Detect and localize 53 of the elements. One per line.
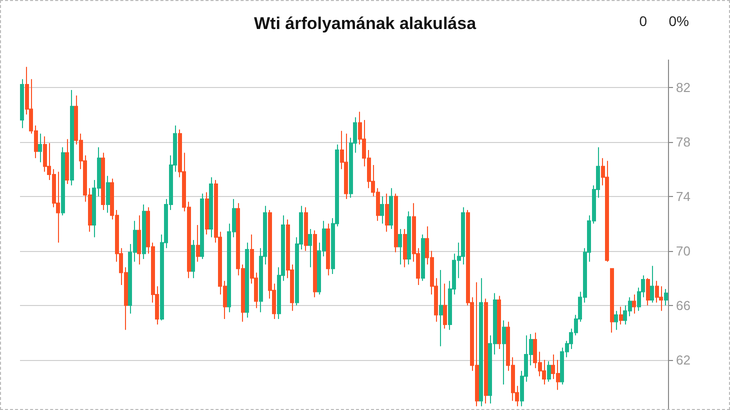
- y-tick-label: 70: [676, 243, 690, 258]
- candlestick: [137, 214, 141, 265]
- candlestick: [61, 146, 65, 216]
- candlestick: [209, 176, 213, 238]
- y-tick-label: 74: [676, 188, 690, 204]
- candlestick: [38, 133, 42, 163]
- candlestick: [421, 234, 425, 282]
- candlestick: [403, 228, 407, 268]
- candlestick: [70, 89, 74, 186]
- y-tick-label: 78: [676, 134, 690, 150]
- candlestick: [308, 228, 312, 268]
- candlestick: [191, 239, 195, 279]
- candlestick: [439, 269, 443, 347]
- y-tick-label: 82: [676, 80, 690, 95]
- candlestick: [385, 193, 389, 232]
- candlestick: [56, 171, 60, 244]
- chart-title: Wti árfolyamának alakulása: [254, 14, 477, 33]
- candlestick: [484, 298, 488, 404]
- y-tick-label: 66: [676, 298, 690, 313]
- candlestick: [632, 294, 636, 314]
- candlestick: [245, 242, 249, 318]
- candlestick: [650, 265, 654, 304]
- candlestick: [398, 228, 402, 265]
- candlestick: [664, 288, 668, 306]
- candlestick: [142, 204, 146, 260]
- candlestick: [443, 283, 447, 330]
- candlestick: [389, 188, 393, 230]
- candlestick: [407, 210, 411, 265]
- candlestick: [497, 295, 501, 350]
- candlestick: [605, 160, 609, 262]
- candlestick: [394, 193, 398, 253]
- candlestick: [313, 230, 317, 298]
- candlestick: [380, 196, 384, 224]
- candlestick: [20, 78, 24, 129]
- text: 0%: [668, 13, 689, 29]
- candlestick: [610, 268, 614, 334]
- candlestick: [547, 360, 551, 382]
- candlestick: [205, 192, 209, 235]
- y-tick-label: 62: [676, 352, 690, 368]
- candlestick: [502, 320, 506, 385]
- candlestick: [646, 278, 650, 306]
- candlestick: [65, 138, 69, 185]
- candlestick: [619, 306, 623, 325]
- candlestick: [614, 310, 618, 330]
- candlestick: [344, 133, 348, 200]
- candlestick: [196, 224, 200, 262]
- candlestick: [304, 206, 308, 252]
- text: 0: [639, 13, 648, 29]
- candlestick: [101, 152, 105, 210]
- candlestick: [479, 278, 483, 407]
- candlestick: [106, 175, 110, 214]
- candlestick: [326, 223, 330, 276]
- candlestick: [200, 193, 204, 260]
